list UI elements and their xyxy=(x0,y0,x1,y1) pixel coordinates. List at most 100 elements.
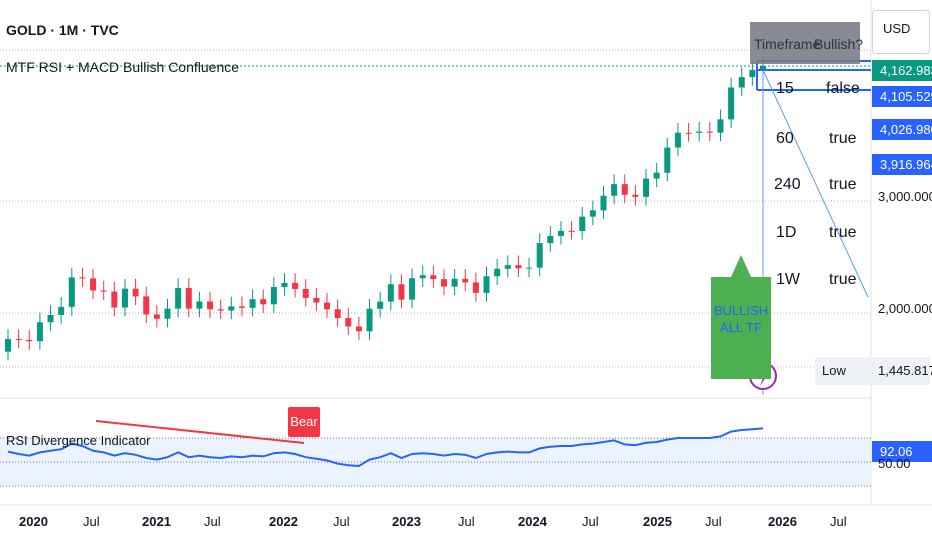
candle-body xyxy=(398,284,405,300)
header-timeframe: Timeframe xyxy=(754,36,821,52)
candle-body xyxy=(292,282,299,289)
time-label: 2021 xyxy=(142,514,171,529)
candle-body xyxy=(728,87,735,120)
candle-body xyxy=(153,314,160,319)
candle-body xyxy=(717,119,724,133)
time-label: Jul xyxy=(830,514,847,529)
candle-body xyxy=(36,322,43,342)
time-label: 2023 xyxy=(392,514,421,529)
candle-body xyxy=(185,288,192,309)
tf-1d-value: true xyxy=(829,224,857,241)
candle-body xyxy=(355,326,362,332)
candle-body xyxy=(611,184,618,196)
bullish-line1: BULLISH xyxy=(713,303,769,318)
candle-body xyxy=(47,314,54,323)
header-bullish: Bullish? xyxy=(814,36,864,52)
candle-body xyxy=(249,299,256,308)
candle-body xyxy=(749,69,756,78)
candle-body xyxy=(451,278,458,287)
candle-body xyxy=(760,66,766,70)
candle-body xyxy=(600,195,607,211)
rsi-indicator-title[interactable]: RSI Divergence Indicator xyxy=(6,433,151,448)
indicator-title[interactable]: MTF RSI + MACD Bullish Confluence xyxy=(6,59,240,75)
candle-body xyxy=(121,288,128,308)
candle-body xyxy=(483,276,490,293)
candle-body xyxy=(504,265,511,269)
rsi-level-50: 50.00 xyxy=(878,456,911,471)
candle-body xyxy=(238,306,245,308)
price-label-4: 3,916.964 xyxy=(872,154,932,175)
currency-button[interactable]: USD xyxy=(872,10,930,54)
candle-body xyxy=(632,194,639,197)
candle-body xyxy=(270,287,277,305)
candle-body xyxy=(706,131,713,133)
candle-body xyxy=(621,184,628,195)
candle-body xyxy=(653,172,660,179)
bear-divergence-tag: Bear xyxy=(288,407,320,437)
tf-1w: 1W xyxy=(776,271,800,288)
candle-body xyxy=(366,308,373,332)
time-label: 2024 xyxy=(518,514,547,529)
time-label: Jul xyxy=(83,514,100,529)
candle-body xyxy=(90,278,97,291)
time-label: 2026 xyxy=(768,514,797,529)
candle-body xyxy=(419,275,426,279)
tf-15-value: false xyxy=(826,80,860,97)
candle-body xyxy=(387,284,394,302)
candle-body xyxy=(738,77,745,88)
time-label: 2020 xyxy=(19,514,48,529)
candle-body xyxy=(430,275,437,280)
candle-body xyxy=(217,309,224,311)
low-value: 1,445.817 xyxy=(878,363,932,378)
time-label: Jul xyxy=(333,514,350,529)
price-label-2: 4,105.529 xyxy=(872,86,932,107)
axis-label-2000: 2,000.000 xyxy=(878,301,932,316)
tf-240-value: true xyxy=(829,176,857,193)
candle-body xyxy=(164,308,171,319)
time-label: 2025 xyxy=(643,514,672,529)
bullish-arrow xyxy=(731,255,751,277)
candle-body xyxy=(143,296,150,315)
rsi-line xyxy=(7,427,764,468)
candle-body xyxy=(207,301,214,310)
symbol-title[interactable]: GOLD · 1M · TVC xyxy=(6,22,119,38)
tf-1d: 1D xyxy=(776,224,797,241)
candle-body xyxy=(58,306,65,315)
candle-body xyxy=(79,277,86,279)
candle-body xyxy=(579,216,586,232)
candle-body xyxy=(26,339,33,342)
candle-body xyxy=(324,302,331,310)
projection-line xyxy=(762,69,869,298)
price-label-3: 4,026.980 xyxy=(872,119,932,140)
candle-body xyxy=(536,243,543,268)
bear-divergence-line xyxy=(95,420,305,444)
axis-label-3000: 3,000.000 xyxy=(878,189,932,204)
candle-body xyxy=(281,282,288,288)
candle-body xyxy=(515,265,522,269)
candle-body xyxy=(68,277,75,307)
candle-body xyxy=(313,297,320,303)
candle-body xyxy=(196,301,203,309)
low-text: Low xyxy=(822,363,846,378)
rsi-pane xyxy=(0,420,871,487)
candle-body xyxy=(334,309,341,319)
candle-body xyxy=(175,288,182,309)
rsi-value-label: 92.06 xyxy=(872,441,932,462)
tf-240: 240 xyxy=(774,176,801,193)
candle-body xyxy=(132,288,139,297)
tf-60: 60 xyxy=(776,130,794,147)
candle-body xyxy=(664,147,671,173)
candle-body xyxy=(674,132,681,148)
candle-body xyxy=(111,291,118,308)
tf-15: 15 xyxy=(776,80,794,97)
candle-body xyxy=(5,339,11,352)
price-label-last: 4,162.983 xyxy=(872,60,932,81)
table-header: Timeframe Bullish? xyxy=(750,22,864,64)
candle-body xyxy=(100,290,107,292)
chart-grid xyxy=(0,0,932,506)
time-label: Jul xyxy=(705,514,722,529)
candle-body xyxy=(228,306,235,311)
candle-body xyxy=(557,230,564,236)
candle-body xyxy=(15,339,22,341)
